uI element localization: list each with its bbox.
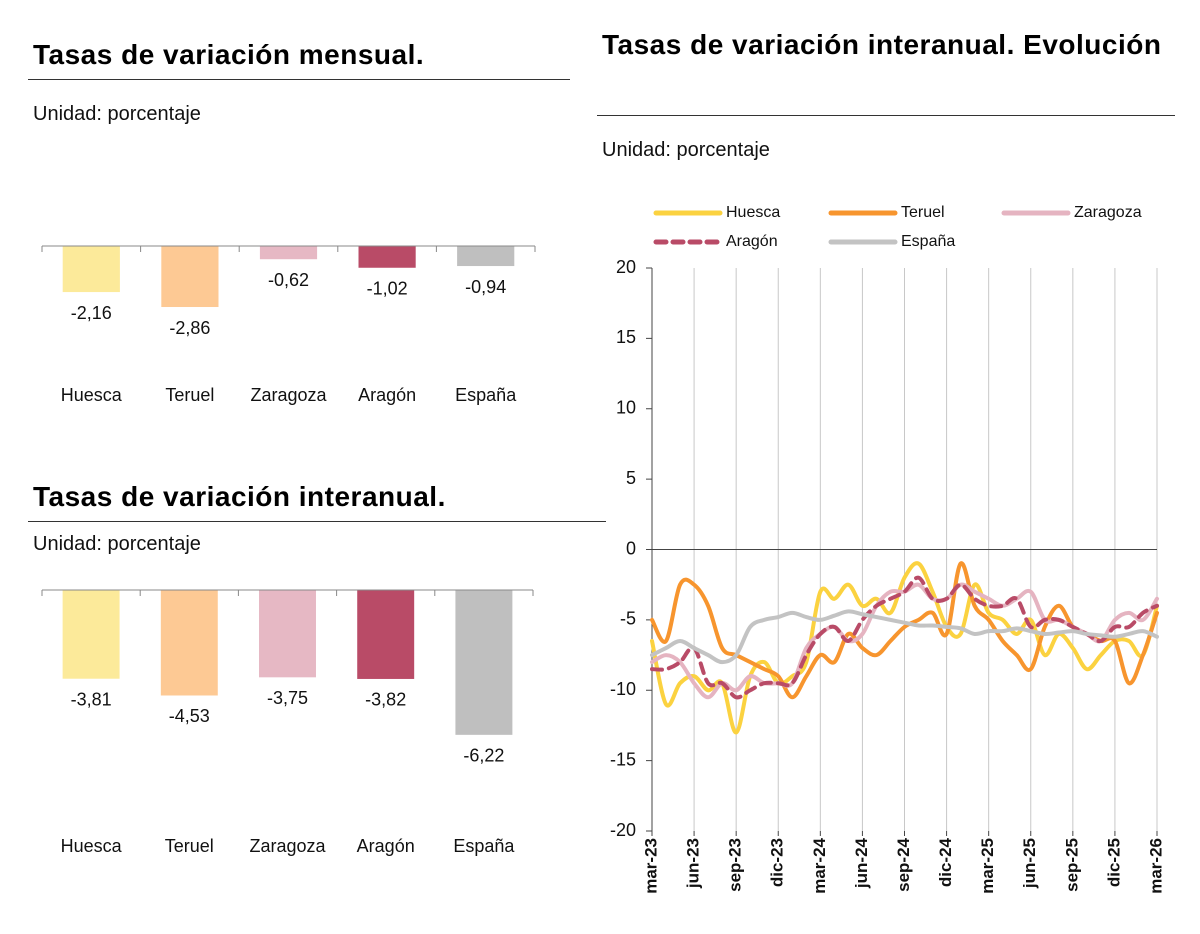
x-tick-label: jun-25: [1020, 838, 1039, 889]
legend-label: Aragón: [726, 233, 778, 250]
x-tick-label: Zaragoza: [250, 385, 327, 405]
x-tick-label: sep-25: [1062, 838, 1081, 892]
x-tick-label: Aragón: [357, 836, 415, 856]
x-tick-label: sep-23: [726, 838, 745, 892]
bar: [62, 590, 120, 679]
x-tick-label: dic-24: [936, 837, 955, 887]
y-tick-label: 10: [616, 398, 636, 418]
x-tick-label: España: [453, 836, 515, 856]
value-label: -1,02: [367, 279, 408, 299]
title-rule: [597, 115, 1175, 116]
y-tick-label: -15: [610, 749, 636, 769]
x-tick-label: mar-24: [810, 837, 829, 893]
series-line: [650, 575, 1159, 700]
x-tick-label: Zaragoza: [249, 836, 326, 856]
x-tick-label: sep-24: [894, 837, 913, 891]
x-tick-label: Huesca: [61, 385, 123, 405]
series-line: [650, 561, 1159, 735]
legend-label: España: [901, 233, 955, 250]
chart-title: Tasas de variación interanual. Evolución: [602, 29, 1162, 60]
chart-subtitle: Unidad: porcentaje: [602, 139, 770, 161]
chart-subtitle: Unidad: porcentaje: [33, 103, 201, 125]
y-tick-label: -5: [620, 609, 636, 629]
y-tick-label: 5: [626, 468, 636, 488]
x-tick-label: dic-23: [768, 838, 787, 887]
series-line: [650, 609, 1159, 665]
value-label: -2,86: [169, 318, 210, 338]
value-label: -0,62: [268, 270, 309, 290]
value-label: -3,81: [71, 689, 112, 709]
bar: [160, 590, 218, 696]
value-label: -4,53: [169, 706, 210, 726]
bar: [161, 246, 219, 308]
x-tick-label: Huesca: [61, 836, 123, 856]
legend-label: Teruel: [901, 204, 945, 221]
x-tick-label: mar-26: [1146, 838, 1165, 894]
x-tick-label: mar-23: [641, 838, 660, 894]
value-label: -6,22: [463, 746, 504, 766]
chart-subtitle: Unidad: porcentaje: [33, 533, 201, 555]
value-label: -2,16: [71, 303, 112, 323]
bar: [259, 246, 318, 260]
value-label: -3,75: [267, 688, 308, 708]
legend-label: Zaragoza: [1074, 204, 1142, 221]
bar: [357, 590, 415, 679]
chart-title: Tasas de variación interanual.: [33, 481, 446, 512]
title-rule: [28, 79, 570, 80]
legend-label: Huesca: [726, 204, 780, 221]
value-label: -3,82: [365, 690, 406, 710]
x-tick-label: Teruel: [165, 836, 214, 856]
x-tick-label: mar-25: [978, 838, 997, 894]
x-tick-label: Teruel: [165, 385, 214, 405]
bar: [358, 246, 416, 268]
chart-title: Tasas de variación mensual.: [33, 39, 425, 70]
x-tick-label: España: [455, 385, 517, 405]
x-tick-label: jun-24: [852, 837, 871, 889]
y-tick-label: 0: [626, 538, 636, 558]
x-tick-label: Aragón: [358, 385, 416, 405]
x-tick-label: dic-25: [1104, 838, 1123, 887]
bar: [455, 590, 513, 735]
bar: [62, 246, 120, 293]
title-rule: [28, 521, 606, 522]
bar: [457, 246, 515, 267]
y-tick-label: 20: [616, 257, 636, 277]
value-label: -0,94: [465, 277, 506, 297]
x-tick-label: jun-23: [684, 838, 703, 889]
y-tick-label: -20: [610, 820, 636, 840]
bar: [259, 590, 316, 678]
y-tick-label: -10: [610, 679, 636, 699]
y-tick-label: 15: [616, 327, 636, 347]
